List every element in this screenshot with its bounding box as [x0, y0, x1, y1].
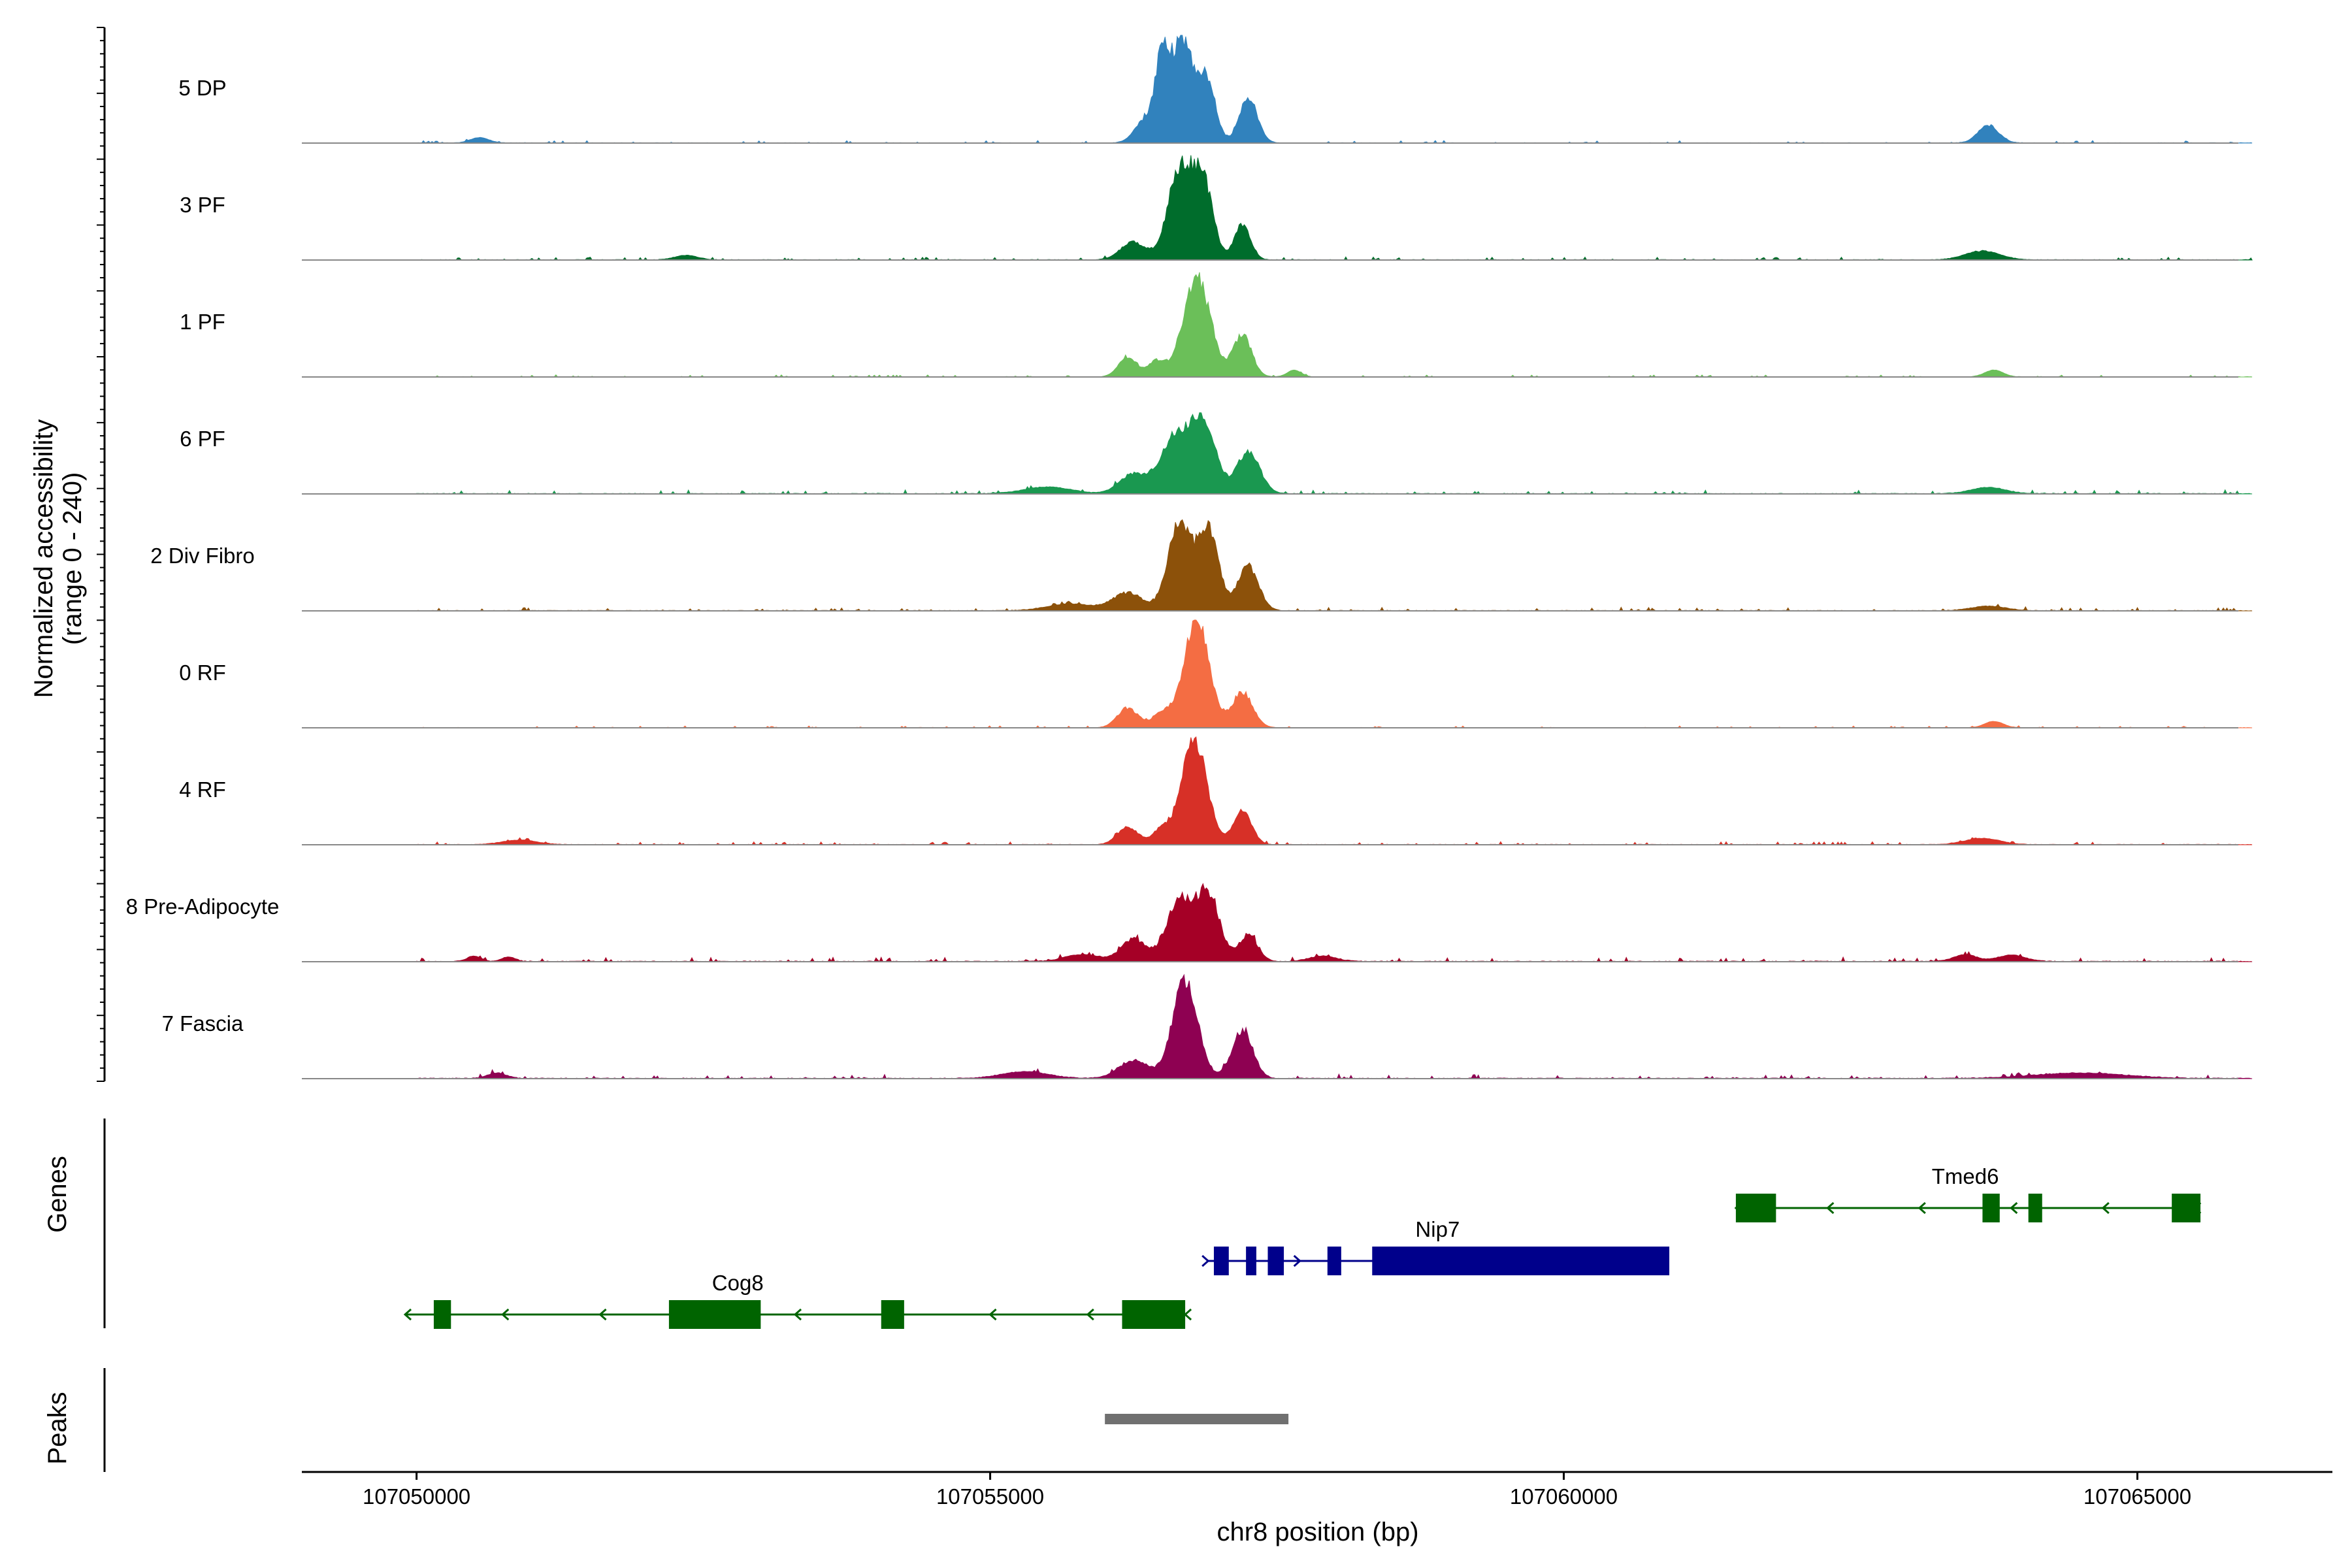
gene-exon [1246, 1247, 1256, 1275]
gene-track: Cog8 Nip7 Tmed6 [103, 1119, 2202, 1329]
strand-arrow [1918, 1201, 1926, 1215]
coverage-track: 0 RF [179, 619, 2253, 728]
gene-exon [1982, 1194, 2000, 1222]
gene-exon [1735, 1194, 1776, 1222]
gene-label: Tmed6 [1932, 1164, 1999, 1188]
coverage-area [416, 155, 2253, 261]
strand-arrow [2010, 1201, 2018, 1215]
coverage-area [416, 35, 2253, 144]
peak-region [1105, 1414, 1289, 1424]
gene-exon [2028, 1194, 2042, 1222]
coverage-area [416, 973, 2253, 1079]
strand-arrow [598, 1308, 607, 1321]
gene-exon [1213, 1247, 1229, 1275]
coverage-track: 3 PF [180, 155, 2253, 261]
strand-arrow [793, 1308, 802, 1321]
x-tick-label: 107050000 [363, 1484, 470, 1509]
coverage-track: 4 RF [179, 736, 2253, 845]
gene-exon [1372, 1247, 1670, 1275]
coverage-tracks: 5 DP 3 PF 1 PF 6 PF 2 Div Fibro 0 RF 4 RF 8 Pre… [126, 35, 2253, 1079]
track-label: 3 PF [180, 193, 225, 217]
strand-arrow [1201, 1254, 1210, 1267]
y-axis [97, 27, 106, 1082]
coverage-area [416, 272, 2253, 378]
genes-track-label: Genes [43, 1156, 72, 1233]
track-label: 8 Pre-Adipocyte [126, 894, 280, 919]
gene-label: Cog8 [712, 1271, 764, 1295]
gene-model: Cog8 [403, 1271, 1192, 1329]
strand-arrow [1086, 1308, 1094, 1321]
y-axis-title-line2: (range 0 - 240) [58, 472, 87, 645]
strand-arrow [2101, 1201, 2110, 1215]
strand-arrow [1183, 1308, 1192, 1321]
gene-exon [1267, 1247, 1284, 1275]
coverage-area [416, 619, 2253, 728]
track-label: 2 Div Fibro [150, 544, 255, 568]
gene-exon [1327, 1247, 1341, 1275]
coverage-track: 8 Pre-Adipocyte [126, 883, 2253, 962]
gene-exon [433, 1300, 451, 1329]
track-label: 4 RF [179, 777, 226, 802]
track-label: 5 DP [178, 76, 226, 100]
y-axis-title: Normalized accessibility (range 0 - 240) [29, 419, 87, 698]
gene-model: Nip7 [1201, 1217, 1670, 1275]
peak-track [103, 1368, 1289, 1472]
strand-arrow [1293, 1254, 1301, 1267]
coverage-track: 2 Div Fibro [150, 519, 2253, 612]
gene-label: Nip7 [1415, 1217, 1460, 1241]
peaks-track-label: Peaks [43, 1392, 72, 1464]
coverage-track: 1 PF [180, 272, 2253, 378]
strand-arrow [501, 1308, 510, 1321]
gene-exon [2172, 1194, 2201, 1222]
x-axis-title: chr8 position (bp) [1217, 1518, 1418, 1546]
x-tick-label: 107065000 [2083, 1484, 2191, 1509]
track-label: 6 PF [180, 427, 225, 451]
gene-exon [668, 1300, 761, 1329]
strand-arrow [403, 1308, 412, 1321]
coverage-area [416, 412, 2253, 495]
strand-arrow [988, 1308, 997, 1321]
track-label: 0 RF [179, 661, 226, 685]
x-tick-label: 107055000 [936, 1484, 1044, 1509]
gene-exon [1122, 1300, 1186, 1329]
x-tick-label: 107060000 [1510, 1484, 1618, 1509]
coverage-track: 5 DP [178, 35, 2253, 144]
coverage-track: 7 Fascia [162, 973, 2253, 1079]
coverage-area [416, 883, 2253, 962]
gene-model: Tmed6 [1734, 1164, 2202, 1222]
track-label: 1 PF [180, 310, 225, 334]
coverage-area [416, 519, 2253, 612]
x-axis: 107050000 107055000 107060000 107065000 [302, 1471, 2332, 1509]
strand-arrow [1826, 1201, 1835, 1215]
y-axis-title-line1: Normalized accessibility [29, 419, 58, 698]
track-label: 7 Fascia [162, 1011, 244, 1036]
coverage-track: 6 PF [180, 412, 2253, 495]
gene-exon [881, 1300, 904, 1329]
coverage-area [416, 736, 2253, 845]
